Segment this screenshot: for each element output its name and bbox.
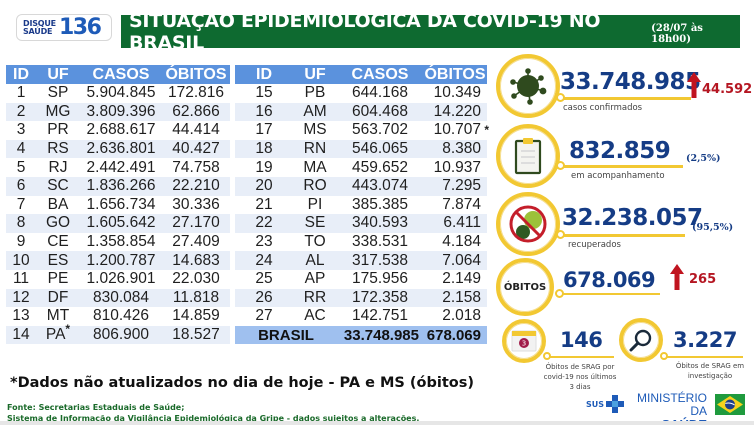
- logo-text: DISQUE SAÚDE: [23, 18, 56, 36]
- table-row: 14 PA* 806.900 18.527: [6, 323, 230, 345]
- confirmed-label: casos confirmados: [563, 103, 643, 113]
- confirmed-line: [563, 97, 691, 100]
- clipboard-icon: [514, 138, 542, 175]
- table-row: 15 PB 644.168 10.349: [255, 84, 481, 102]
- sus-logo: SUS: [586, 395, 625, 413]
- table-row: 9 CE 1.358.854 27.409: [16, 233, 220, 251]
- col-casos: CASOS: [337, 65, 423, 84]
- deaths-ring: ÓBITOS: [496, 258, 554, 316]
- table-row: 4 RS 2.636.801 40.427: [6, 139, 230, 159]
- confirmed-value: 33.748.985: [560, 69, 701, 95]
- monitoring-line: [563, 165, 683, 168]
- table-row: 13 MT 810.426 14.859: [12, 307, 220, 325]
- svg-text:3: 3: [522, 340, 526, 348]
- table-row: 6 SC 1.836.266 22.210: [6, 176, 230, 196]
- monitoring-ring: [496, 124, 560, 188]
- srag-recent-ring: 3: [502, 319, 546, 363]
- confirmed-dot: [556, 93, 565, 102]
- footnote: *Dados não atualizados no dia de hoje - …: [10, 375, 474, 391]
- table-row: 25 AP 175.956 2.149: [255, 270, 481, 288]
- table-row: 16 AM 604.468 14.220: [235, 102, 487, 122]
- monitoring-percent: (2,5%): [686, 153, 721, 164]
- magnifier-icon: [629, 329, 652, 352]
- monitoring-label: em acompanhamento: [571, 171, 665, 181]
- total-row: BRASIL 33.748.985 678.069: [235, 325, 487, 345]
- col-casos: CASOS: [80, 65, 162, 84]
- recovered-ring: [496, 192, 560, 256]
- col-obitos: ÓBITOS: [423, 65, 487, 84]
- bottom-strip: [0, 421, 754, 425]
- table-header: ID UF CASOS ÓBITOS: [235, 65, 487, 84]
- col-id: ID: [6, 65, 36, 84]
- table-row: 27 AC 142.751 2.018: [255, 307, 481, 325]
- confirmed-ring: [496, 54, 560, 118]
- deaths-delta: 265: [689, 272, 717, 287]
- report-date: (28/07 às 18h00): [651, 22, 703, 45]
- table-row: 3 PR 2.688.617 44.414: [16, 121, 220, 139]
- srag-recent-line: [548, 356, 614, 358]
- recovered-percent: (95,5%): [692, 222, 734, 233]
- deaths-line: [560, 293, 660, 295]
- calendar-icon: 3: [511, 330, 537, 352]
- col-uf: UF: [36, 65, 80, 84]
- table-row: 18 RN 546.065 8.380: [235, 139, 487, 159]
- col-uf: UF: [293, 65, 337, 84]
- title-bar: SITUAÇÃO EPIDEMIOLÓGICA DA COVID-19 NO B…: [121, 10, 740, 54]
- srag-investigation-label: Óbitos de SRAG em investigação: [675, 362, 745, 380]
- recovered-line: [563, 234, 685, 237]
- table-row: 26 RR 172.358 2.158: [235, 288, 487, 308]
- srag-investigation-dot: [660, 352, 668, 360]
- recovered-label: recuperados: [568, 240, 621, 250]
- table-row: 24 AL 317.538 7.064: [235, 251, 487, 270]
- table-row: 21 PI 385.385 7.874: [255, 195, 481, 213]
- up-arrow-icon: [687, 72, 701, 98]
- no-virus-icon: [509, 205, 547, 243]
- table-row: 17 MS 563.702 10.707 *: [255, 121, 489, 139]
- virus-icon: [510, 68, 547, 105]
- srag-recent-dot: [543, 352, 551, 360]
- up-arrow-icon: [670, 264, 684, 290]
- table-row: 23 TO 338.531 4.184: [255, 233, 481, 251]
- asterisk-mark: *: [65, 322, 71, 337]
- recovered-value: 32.238.057: [562, 205, 703, 231]
- monitoring-value: 832.859: [569, 138, 671, 164]
- srag-investigation-ring: [619, 318, 663, 362]
- source-line-2: Sistema de Informação da Vigilância Epid…: [7, 414, 420, 423]
- col-id: ID: [235, 65, 293, 84]
- srag-recent-value: 146: [560, 328, 603, 352]
- monitoring-dot: [556, 161, 565, 170]
- table-row: 8 GO 1.605.642 27.170: [6, 214, 230, 233]
- logo-number: 136: [58, 15, 102, 40]
- table-header: ID UF CASOS ÓBITOS: [6, 65, 230, 84]
- confirmed-delta: 44.592: [702, 82, 753, 97]
- srag-investigation-line: [665, 356, 743, 358]
- table-row: 11 PE 1.026.901 22.030: [12, 270, 220, 288]
- deaths-value: 678.069: [563, 268, 656, 292]
- source-line-1: Fonte: Secretarias Estaduais de Saúde;: [7, 403, 185, 412]
- states-table-right: ID UF CASOS ÓBITOS 15 PB 644.168 10.349 16 A…: [235, 65, 489, 345]
- table-row: 10 ES 1.200.787 14.683: [6, 251, 230, 270]
- brazil-flag-icon: [715, 394, 745, 415]
- table-row: 7 BA 1.656.734 30.336: [16, 195, 220, 213]
- page-title: SITUAÇÃO EPIDEMIOLÓGICA DA COVID-19 NO B…: [129, 9, 601, 54]
- table-row: 19 MA 459.652 10.937: [255, 158, 481, 176]
- srag-investigation-value: 3.227: [673, 328, 737, 352]
- table-row: 5 RJ 2.442.491 74.758: [16, 158, 220, 176]
- srag-recent-label: Óbitos de SRAG por covid-19 nos últimos …: [543, 363, 617, 391]
- table-row: 12 DF 830.084 11.818: [6, 288, 230, 308]
- deaths-dot: [555, 289, 564, 298]
- deaths-badge: ÓBITOS: [500, 262, 550, 312]
- sus-cross-icon: [606, 395, 625, 413]
- disque-saude-136-logo: DISQUE SAÚDE 136: [16, 14, 112, 41]
- table-row: 20 RO 443.074 7.295: [235, 176, 487, 196]
- table-row: 1 SP 5.904.845 172.816: [16, 84, 225, 102]
- table-row: 2 MG 3.809.396 62.866: [6, 102, 230, 122]
- states-table-left: ID UF CASOS ÓBITOS 1 SP 5.904.845 172.816 2…: [6, 65, 230, 345]
- table-row: 22 SE 340.593 6.411: [235, 214, 487, 233]
- recovered-dot: [556, 230, 565, 239]
- col-obitos: ÓBITOS: [162, 65, 230, 84]
